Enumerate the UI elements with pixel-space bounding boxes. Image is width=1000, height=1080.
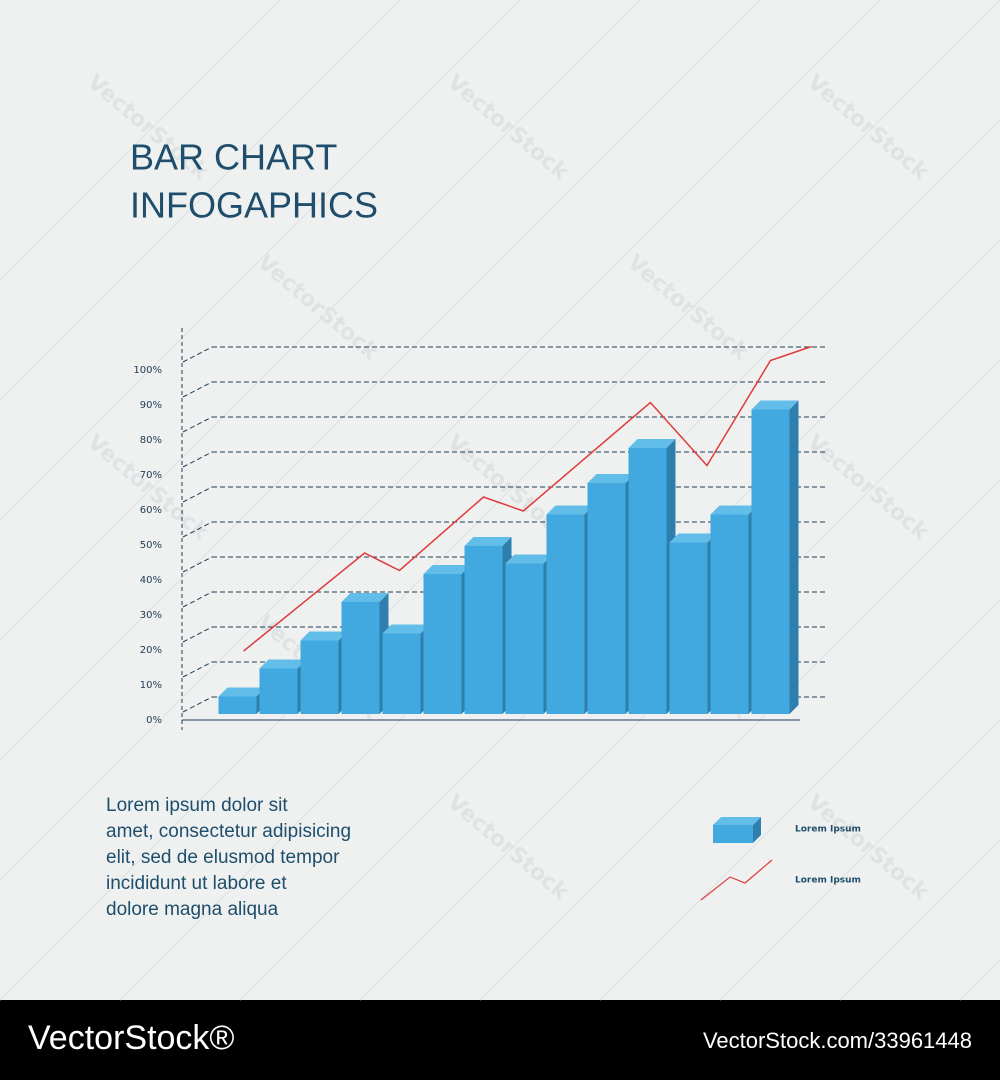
decor-line <box>0 0 521 522</box>
grid-line-slant <box>182 556 213 573</box>
grid-line-slant <box>182 591 213 608</box>
bar <box>423 574 462 714</box>
bar <box>464 546 503 714</box>
bar <box>628 448 667 714</box>
y-tick-label: 60% <box>140 505 162 516</box>
bar-top <box>505 554 553 564</box>
bar <box>669 542 708 714</box>
bar <box>710 514 749 714</box>
bar <box>546 514 585 714</box>
bar-top <box>259 659 307 669</box>
grid-line-slant <box>182 696 213 713</box>
footer-id: VectorStock.com/33961448 <box>703 1028 972 1053</box>
bar <box>259 668 298 714</box>
line-series <box>243 345 812 652</box>
grid-line-slant <box>182 451 213 468</box>
footer-bar <box>0 1000 1000 1080</box>
y-tick-label: 80% <box>140 435 162 446</box>
legend-bar-side <box>753 817 761 843</box>
y-tick-label: 70% <box>140 470 162 481</box>
bar <box>505 563 544 714</box>
description-line: Lorem ipsum dolor sit <box>106 795 288 816</box>
bar-top <box>423 565 471 574</box>
bar <box>218 696 257 714</box>
decor-line <box>0 0 1000 1001</box>
chart-title: INFOGAPHICS <box>130 185 378 226</box>
decor-line <box>0 0 881 882</box>
decor-line <box>0 0 281 282</box>
description-line: incididunt ut labore et <box>106 873 287 894</box>
chart-title: BAR CHART <box>130 137 337 178</box>
bar <box>341 602 380 714</box>
y-tick-label: 10% <box>140 680 162 691</box>
bar <box>382 633 421 714</box>
y-tick-label: 90% <box>140 400 162 411</box>
grid-line-slant <box>182 346 213 363</box>
bar-top <box>464 537 512 546</box>
bar-top <box>341 593 389 602</box>
grid-line-slant <box>182 661 213 678</box>
grid-line-slant <box>182 416 213 433</box>
decor-line <box>239 238 1000 1001</box>
grid-line-slant <box>182 626 213 643</box>
bar <box>587 483 626 714</box>
y-tick-label: 40% <box>140 575 162 586</box>
bar-top <box>218 687 266 697</box>
bar-top <box>710 505 758 515</box>
y-tick-label: 100% <box>133 365 162 376</box>
bar <box>751 409 790 714</box>
legend-bar-icon <box>713 825 753 843</box>
legend-bar-top <box>713 817 761 825</box>
grid-line-slant <box>182 521 213 538</box>
bar-top <box>751 400 799 410</box>
legend-line-icon <box>700 859 773 901</box>
decor-line <box>0 0 401 402</box>
grid-line-slant <box>182 381 213 398</box>
decor-line <box>479 478 1000 1001</box>
decor-line <box>719 718 1000 1001</box>
decor-line <box>359 358 1000 1001</box>
description-line: elit, sed de elusmod tempor <box>106 847 340 868</box>
footer-brand: VectorStock® <box>28 1019 234 1057</box>
bar-side <box>789 400 799 714</box>
y-tick-label: 20% <box>140 645 162 656</box>
decor-line <box>0 0 761 762</box>
description-line: dolore magna aliqua <box>106 899 279 920</box>
decor-line <box>599 598 1000 1001</box>
bar-top <box>669 533 717 543</box>
y-tick-label: 50% <box>140 540 162 551</box>
description-line: amet, consectetur adipisicing <box>106 821 351 842</box>
y-tick-label: 30% <box>140 610 162 621</box>
bar-top <box>382 624 430 634</box>
decor-line <box>0 0 641 642</box>
bar <box>300 640 339 714</box>
y-tick-label: 0% <box>146 715 162 726</box>
bar-top <box>300 631 348 641</box>
bar-top <box>546 505 594 515</box>
bar-top <box>628 439 676 448</box>
bar-top <box>587 474 635 483</box>
legend-label: Lorem Ipsum <box>795 876 861 886</box>
legend-label: Lorem Ipsum <box>795 825 861 835</box>
grid-line-slant <box>182 486 213 503</box>
